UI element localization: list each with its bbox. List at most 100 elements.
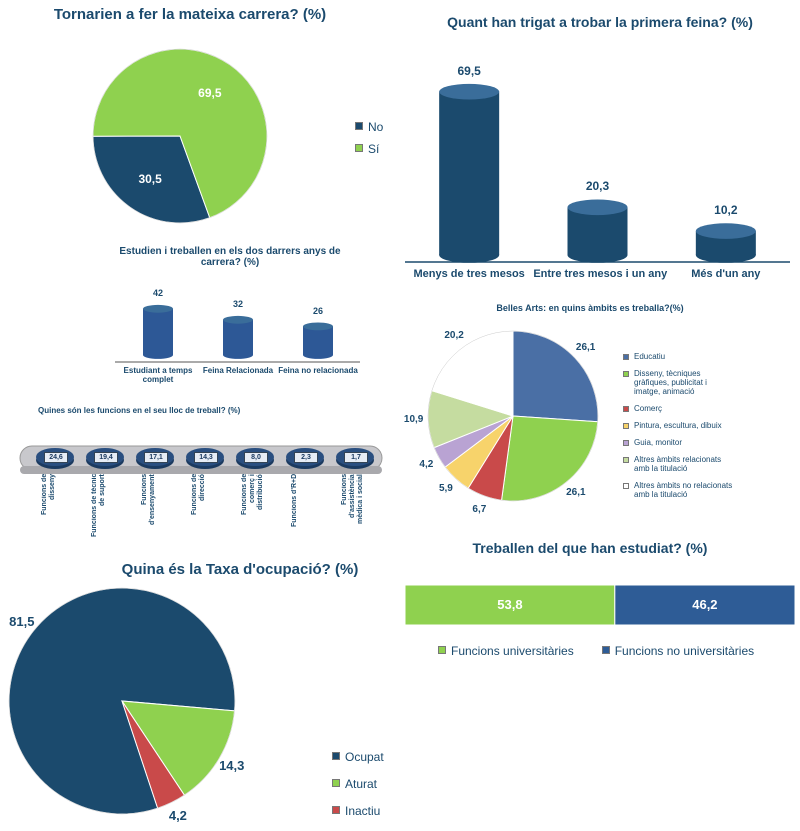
chart-title: Tornarien a fer la mateixa carrera? (%) [53,6,327,23]
value-label: 14,3 [219,758,245,774]
x-tick-label: Entre tres mesos i un any [533,268,668,280]
value-label: 4,2 [168,808,187,823]
legend-label: Comerç [634,404,663,413]
chart-title: Quines són les funcions en el seu lloc d… [38,406,241,415]
bar-cap [303,322,333,331]
legend-swatch [623,423,629,429]
bar-cap [695,223,756,239]
value-label: 69,5 [457,63,481,78]
legend-swatch [623,371,629,377]
value-label: 1,7 [344,452,368,463]
value-label: 53,8 [497,597,523,612]
legend-swatch [623,440,629,446]
legend-item: No [355,120,415,134]
legend-label: Guia, monitor [634,438,683,447]
legend-item: Ocupat [332,750,402,764]
pie-outline [427,330,599,502]
legend-label: Inactiu [345,804,381,818]
bar [223,319,253,355]
legend: Ocupat Aturat Inactiu [332,750,402,818]
legend-label: Aturat [345,777,378,791]
x-tick-label: Funcions de disseny [41,474,56,516]
value-label: 26,1 [566,487,586,499]
legend-swatch [601,646,610,654]
bar-cap [567,199,628,216]
legend-label: Pintura, escultura, dibuix [634,421,722,430]
chart-title: Treballen del que han estudiat? (%) [472,540,708,556]
bar [303,326,333,355]
legend-swatch [438,646,446,654]
bar-cap [223,315,253,324]
x-tick-label: Més d'un any [691,268,761,280]
value-label: 2,3 [294,452,318,463]
legend-label: Altres àmbits relacionats amb la titulac… [634,455,722,473]
legend-label: Disseny, tècniques gràfiques, publicitat… [634,369,707,396]
x-tick-label: Feina Relacionada [202,366,274,375]
x-tick-label: Funcions de direcció [191,474,206,516]
legend-item: Altres àmbits relacionats amb la titulac… [623,455,735,473]
bar-cap [439,83,500,100]
legend-label: Funcions universitàries [451,644,574,658]
value-label: 26,1 [575,342,596,354]
bar [567,207,628,255]
legend-item: Sí [355,142,415,156]
chart-title: Estudien i treballen en els dos darrers … [119,246,341,268]
value-label: 26 [312,305,323,316]
bar-segment [614,584,796,626]
legend-item: Funcions no universitàries [601,644,754,658]
value-label: 5,9 [438,483,453,495]
bar [143,308,173,355]
x-tick-label: Funcions d'ensenyament [141,474,156,525]
legend-swatch [355,122,363,130]
value-label: 24,6 [44,452,68,463]
legend-swatch [623,457,629,463]
value-label: 32 [232,298,243,309]
x-tick-label: Funcions de comerç i distribució [241,474,264,516]
legend-swatch [623,354,629,360]
chart-title: Belles Arts: en quins àmbits es treballa… [496,303,684,313]
bar [439,91,500,255]
value-label: 10,2 [714,203,738,218]
chart-title: Quant han trigat a trobar la primera fei… [447,14,753,30]
value-label: 4,2 [419,458,434,470]
value-label: 81,5 [9,614,35,630]
legend-swatch [623,483,629,489]
legend-label: No [368,120,384,134]
value-label: 69,5 [198,85,222,100]
legend-item: Altres àmbits no relacionats amb la titu… [623,481,735,499]
value-label: 19,4 [94,452,118,463]
legend-item: Guia, monitor [623,438,735,447]
x-tick-label: Feina no relacionada [278,366,358,375]
value-label: 42 [152,287,163,298]
chart-title: Quina és la Taxa d'ocupació? (%) [121,561,359,578]
value-label: 30,5 [138,171,162,186]
legend-item: Aturat [332,777,402,791]
legend: Funcions universitàries Funcions no unive… [438,644,754,658]
legend-swatch [332,779,340,787]
x-tick-label: Funcions d'R+D [291,474,298,528]
legend-item: Disseny, tècniques gràfiques, publicitat… [623,369,735,396]
value-label: 17,1 [144,452,168,463]
legend-swatch [332,806,340,814]
value-label: 20,2 [444,329,464,341]
pie-outline [8,587,236,815]
legend-swatch [623,406,629,412]
value-label: 46,2 [692,597,718,612]
legend-item: Funcions universitàries [438,644,574,658]
legend: Educatiu Disseny, tècniques gràfiques, pu… [623,352,735,499]
legend-item: Educatiu [623,352,735,361]
value-label: 8,0 [244,452,268,463]
legend-item: Inactiu [332,804,402,818]
x-tick-label: Menys de tres mesos [413,268,525,280]
value-label: 10,9 [403,413,424,425]
x-tick-label: Estudiant a temps complet [123,366,193,384]
legend-label: Educatiu [634,352,666,361]
x-tick-label: Funcions d'assistència mèdica i social [341,474,364,524]
pie-outline [92,48,268,224]
legend-item: Pintura, escultura, dibuix [623,421,735,430]
value-label: 14,3 [194,452,218,463]
legend-label: Altres àmbits no relacionats amb la titu… [634,481,733,499]
legend-label: Sí [368,142,380,156]
